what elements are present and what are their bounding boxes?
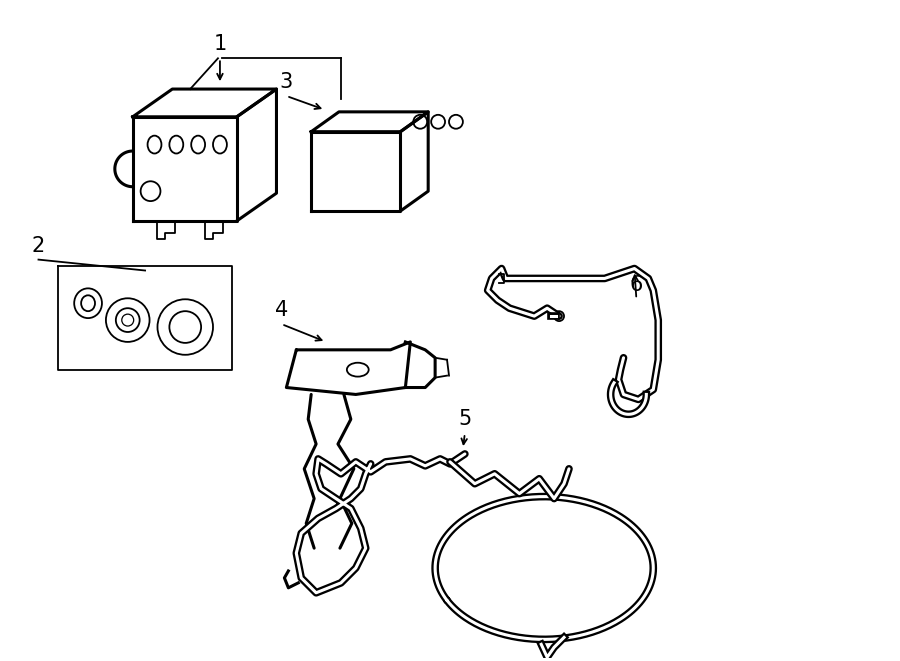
Text: 6: 6 <box>630 276 644 295</box>
Text: 4: 4 <box>274 300 288 320</box>
Text: 3: 3 <box>280 72 293 92</box>
Text: 5: 5 <box>458 409 472 429</box>
Text: 2: 2 <box>32 236 45 256</box>
Text: 1: 1 <box>213 34 227 54</box>
